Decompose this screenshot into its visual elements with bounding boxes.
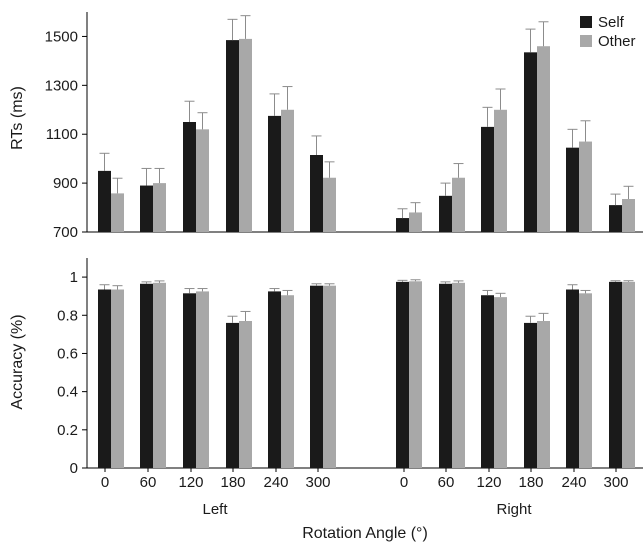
acc-bar-self (226, 322, 239, 468)
group-label-left: Left (202, 501, 228, 518)
acc-bar-other (281, 295, 294, 468)
accuracy-panel: 0 0.2 0.4 0.6 0.8 1 Accuracy (%) 0 60 120 180 240 30… (9, 258, 643, 491)
rt-bar-other (239, 38, 252, 233)
rt-bar-other (153, 183, 166, 232)
acc-bar-self (439, 283, 452, 468)
rt-bar-other (494, 109, 507, 232)
rt-bar-self (396, 218, 409, 232)
acc-y-tick-label: 0.4 (57, 384, 78, 401)
acc-bar-other (494, 297, 507, 468)
rt-bar-self (226, 40, 239, 232)
legend-swatch-other (580, 35, 592, 47)
acc-bar-other (323, 285, 336, 468)
x-axis-title: Rotation Angle (°) (302, 525, 428, 542)
acc-y-tick-label: 0.2 (57, 422, 78, 439)
x-tick-label: 240 (561, 474, 586, 491)
rt-bar-other (196, 129, 209, 232)
x-tick-label: 120 (476, 474, 501, 491)
rt-bar-other (579, 141, 592, 232)
acc-bar-other (153, 282, 166, 468)
legend-swatch-self (580, 16, 592, 28)
acc-bar-other (537, 321, 550, 468)
acc-bar-self (268, 291, 281, 468)
acc-y-tick-label: 1 (70, 269, 78, 286)
rt-y-tick-label: 1100 (46, 126, 78, 143)
shared-labels: Left Right Rotation Angle (°) (202, 501, 532, 542)
rt-bar-self (140, 185, 153, 232)
acc-bar-self (609, 281, 622, 468)
acc-bar-other (452, 282, 465, 468)
x-tick-label: 120 (178, 474, 203, 491)
acc-y-axis-title: Accuracy (%) (9, 314, 26, 409)
rt-bar-self (524, 52, 537, 233)
acc-y-tick-label: 0.6 (57, 345, 78, 362)
legend-label-other: Other (598, 33, 636, 50)
rt-bar-self (310, 155, 323, 232)
acc-bar-self (183, 293, 196, 468)
acc-bar-self (566, 289, 579, 468)
acc-bar-other (239, 321, 252, 468)
x-tick-label: 180 (220, 474, 245, 491)
rt-y-tick-label: 700 (53, 224, 78, 241)
rt-bar-self (98, 170, 111, 232)
acc-bar-other (196, 291, 209, 468)
x-tick-label: 240 (263, 474, 288, 491)
rt-bar-other (537, 46, 550, 232)
acc-bar-self (481, 295, 494, 468)
x-tick-label: 0 (101, 474, 109, 491)
rt-y-tick-label: 1500 (45, 28, 78, 45)
rt-panel: 700 900 1100 1300 1500 RTs (ms) (9, 12, 643, 241)
acc-bar-other (622, 281, 635, 468)
rt-bar-self (439, 195, 452, 232)
acc-bar-self (524, 322, 537, 468)
rt-bar-other (452, 177, 465, 232)
acc-bar-self (310, 285, 323, 468)
rt-bar-other (111, 193, 124, 232)
rt-y-tick-label: 1300 (45, 77, 78, 94)
acc-bar-other (111, 289, 124, 468)
rt-bar-self (566, 147, 579, 232)
rt-bar-self (268, 115, 281, 232)
rt-y-axis-title: RTs (ms) (9, 86, 26, 150)
x-tick-label: 60 (140, 474, 157, 491)
x-tick-label: 0 (400, 474, 408, 491)
rt-bar-self (183, 122, 196, 232)
x-tick-label: 60 (438, 474, 455, 491)
x-tick-label: 300 (603, 474, 628, 491)
acc-bar-other (409, 281, 422, 468)
legend: Self Other (580, 14, 636, 50)
rt-bar-self (609, 205, 622, 232)
group-label-right: Right (496, 501, 532, 518)
acc-bar-other (579, 293, 592, 468)
rt-bar-other (281, 109, 294, 232)
acc-y-tick-label: 0 (70, 460, 78, 477)
x-tick-label: 300 (305, 474, 330, 491)
acc-bar-self (98, 289, 111, 468)
rt-bar-self (481, 126, 494, 232)
acc-bar-self (396, 281, 409, 468)
acc-bar-self (140, 283, 153, 468)
legend-label-self: Self (598, 14, 625, 31)
rt-bar-other (323, 177, 336, 232)
rt-bar-other (622, 199, 635, 232)
rt-y-tick-label: 900 (53, 175, 78, 192)
x-tick-label: 180 (518, 474, 543, 491)
acc-y-tick-label: 0.8 (57, 307, 78, 324)
rt-bar-other (409, 212, 422, 232)
